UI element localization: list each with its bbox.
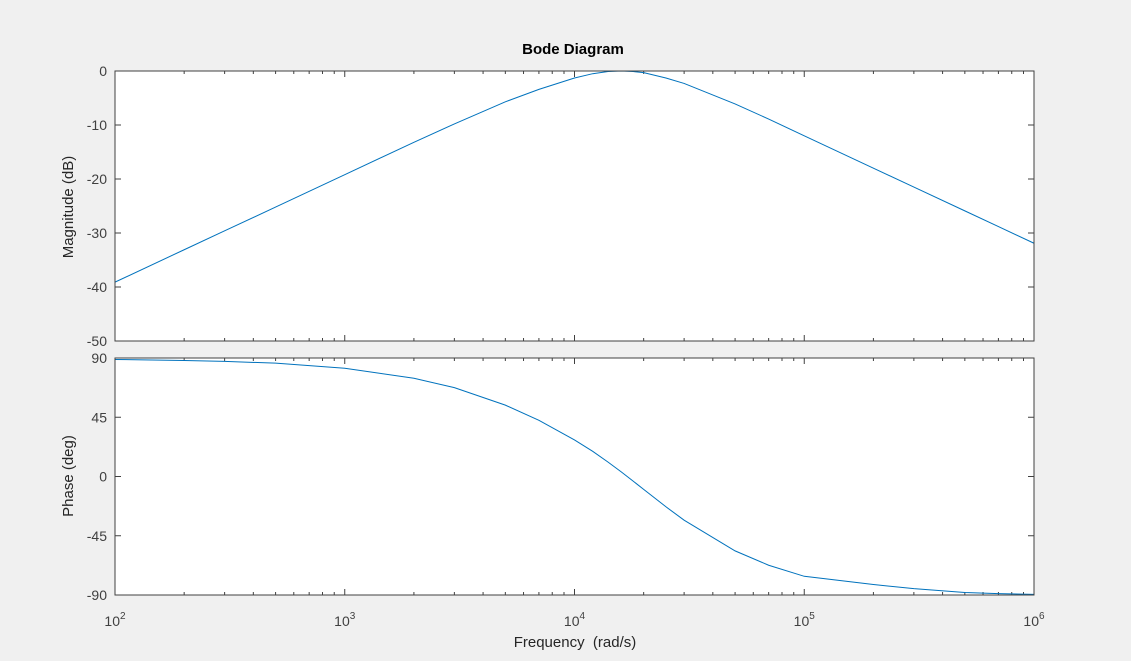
ytick-label: -10 bbox=[87, 117, 107, 133]
chart-title: Bode Diagram bbox=[522, 41, 624, 58]
frequency-xlabel: Frequency (rad/s) bbox=[514, 634, 637, 651]
ytick-label: -30 bbox=[87, 225, 107, 241]
frequency-xtick-labels: 102 103 104 105 106 bbox=[104, 611, 1045, 629]
phase-axes-frame bbox=[114, 357, 1035, 596]
ytick-label: -50 bbox=[87, 333, 107, 349]
ytick-label: -40 bbox=[87, 279, 107, 295]
magnitude-ylabel: Magnitude (dB) bbox=[60, 156, 77, 259]
xtick-label: 104 bbox=[564, 611, 586, 629]
phase-series-line bbox=[114, 358, 1035, 595]
phase-ylabel: Phase (deg) bbox=[60, 435, 77, 517]
ytick-label: 0 bbox=[99, 469, 107, 485]
xtick-label: 103 bbox=[334, 611, 356, 629]
magnitude-ytick-labels: 0 -10 -20 -30 -40 -50 bbox=[87, 63, 107, 349]
ytick-label: 0 bbox=[99, 63, 107, 79]
ytick-label: 45 bbox=[91, 409, 107, 425]
phase-axes[interactable]: 90 45 0 -45 -90 102 103 104 105 106 bbox=[87, 350, 1045, 629]
magnitude-axes-frame bbox=[114, 70, 1035, 342]
ytick-label: 90 bbox=[91, 350, 107, 366]
ytick-label: -45 bbox=[87, 528, 107, 544]
xtick-label: 105 bbox=[794, 611, 816, 629]
ytick-label: -90 bbox=[87, 587, 107, 603]
xtick-label: 106 bbox=[1023, 611, 1045, 629]
magnitude-axes[interactable]: 0 -10 -20 -30 -40 -50 bbox=[87, 63, 1035, 349]
phase-plot-area bbox=[115, 358, 1034, 595]
phase-ytick-labels: 90 45 0 -45 -90 bbox=[87, 350, 107, 603]
ytick-label: -20 bbox=[87, 171, 107, 187]
xtick-label: 102 bbox=[104, 611, 126, 629]
magnitude-plot-area bbox=[115, 71, 1034, 341]
